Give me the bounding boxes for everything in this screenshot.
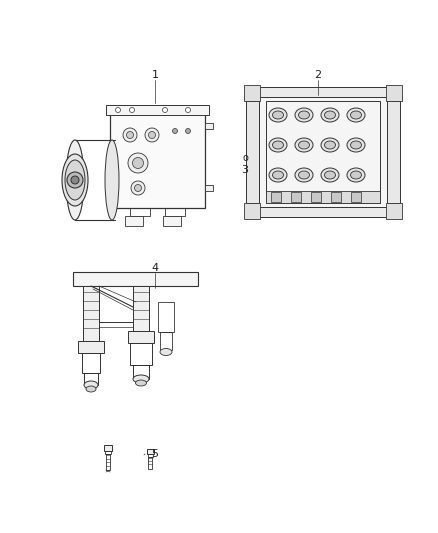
Ellipse shape: [347, 108, 365, 122]
Ellipse shape: [295, 138, 313, 152]
Ellipse shape: [269, 138, 287, 152]
Ellipse shape: [269, 168, 287, 182]
Text: 5: 5: [152, 449, 159, 459]
Bar: [105, 451, 111, 454]
Bar: [253, 207, 393, 217]
Ellipse shape: [350, 171, 361, 179]
Bar: [130, 343, 152, 365]
Circle shape: [173, 128, 177, 133]
Ellipse shape: [84, 381, 98, 389]
Circle shape: [123, 128, 137, 142]
Bar: [291, 192, 301, 202]
Circle shape: [134, 184, 141, 191]
Text: 1: 1: [152, 70, 159, 80]
Ellipse shape: [65, 160, 85, 200]
Bar: [246, 101, 259, 203]
Bar: [83, 286, 99, 341]
Bar: [148, 456, 152, 469]
Bar: [128, 331, 154, 343]
Ellipse shape: [347, 138, 365, 152]
Bar: [82, 353, 100, 373]
Circle shape: [186, 108, 191, 112]
Bar: [110, 113, 205, 208]
Bar: [163, 216, 181, 226]
Circle shape: [162, 108, 167, 112]
Ellipse shape: [321, 108, 339, 122]
Circle shape: [145, 128, 159, 142]
Text: o: o: [242, 153, 248, 163]
Bar: [133, 365, 149, 379]
Ellipse shape: [299, 141, 310, 149]
Ellipse shape: [269, 108, 287, 122]
Bar: [271, 192, 281, 202]
Bar: [331, 192, 341, 202]
Bar: [130, 208, 150, 216]
Bar: [205, 123, 213, 129]
Bar: [387, 101, 400, 203]
Bar: [148, 454, 153, 456]
Bar: [386, 85, 402, 101]
Bar: [104, 445, 112, 451]
Ellipse shape: [272, 141, 283, 149]
Bar: [266, 101, 380, 203]
Ellipse shape: [272, 171, 283, 179]
Bar: [244, 85, 260, 101]
Ellipse shape: [325, 111, 336, 119]
Text: 4: 4: [152, 263, 159, 273]
Bar: [158, 302, 174, 332]
Bar: [258, 93, 388, 211]
Circle shape: [67, 172, 83, 188]
Bar: [165, 208, 185, 216]
Ellipse shape: [66, 140, 84, 220]
Ellipse shape: [347, 168, 365, 182]
Bar: [266, 191, 380, 203]
Bar: [311, 192, 321, 202]
Ellipse shape: [321, 168, 339, 182]
Circle shape: [133, 157, 144, 168]
Ellipse shape: [325, 171, 336, 179]
Ellipse shape: [350, 111, 361, 119]
Bar: [106, 105, 209, 115]
Ellipse shape: [105, 140, 119, 220]
Ellipse shape: [321, 138, 339, 152]
Ellipse shape: [86, 386, 96, 392]
Bar: [133, 286, 149, 331]
Ellipse shape: [62, 154, 88, 206]
Bar: [160, 332, 172, 350]
Bar: [244, 203, 260, 219]
Ellipse shape: [325, 141, 336, 149]
Circle shape: [131, 181, 145, 195]
Bar: [125, 216, 143, 226]
Circle shape: [128, 153, 148, 173]
Circle shape: [130, 108, 134, 112]
Ellipse shape: [135, 380, 146, 386]
Ellipse shape: [350, 141, 361, 149]
Text: 2: 2: [314, 70, 321, 80]
Ellipse shape: [299, 171, 310, 179]
Bar: [351, 192, 361, 202]
Bar: [78, 341, 104, 353]
Bar: [106, 454, 110, 470]
Bar: [73, 272, 198, 286]
Ellipse shape: [295, 108, 313, 122]
Circle shape: [148, 132, 155, 139]
Ellipse shape: [133, 375, 149, 383]
Circle shape: [116, 108, 120, 112]
Circle shape: [71, 176, 79, 184]
Circle shape: [186, 128, 191, 133]
Ellipse shape: [272, 111, 283, 119]
Bar: [253, 87, 393, 97]
Ellipse shape: [160, 349, 172, 356]
Circle shape: [127, 132, 134, 139]
Text: 3: 3: [241, 165, 248, 175]
Bar: [386, 203, 402, 219]
Bar: [84, 373, 98, 385]
Ellipse shape: [295, 168, 313, 182]
Ellipse shape: [299, 111, 310, 119]
Bar: [147, 449, 154, 454]
Bar: [205, 185, 213, 191]
